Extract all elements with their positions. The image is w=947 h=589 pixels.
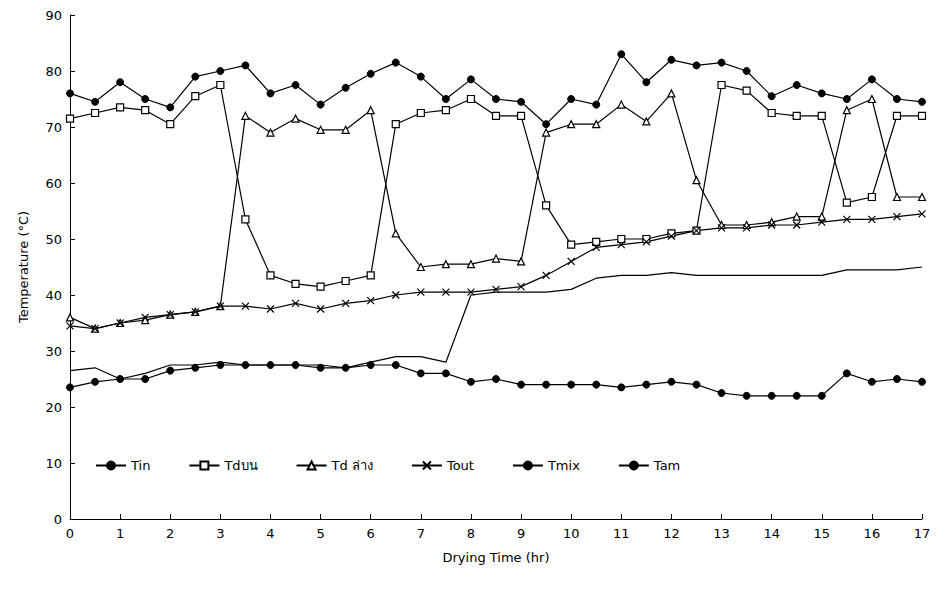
svg-text:Tmix: Tmix — [547, 458, 580, 473]
svg-text:80: 80 — [45, 64, 62, 79]
svg-text:70: 70 — [45, 120, 62, 135]
svg-text:9: 9 — [517, 526, 525, 541]
svg-text:10: 10 — [45, 456, 62, 471]
svg-text:6: 6 — [367, 526, 375, 541]
svg-text:Tam: Tam — [653, 458, 680, 473]
svg-text:11: 11 — [613, 526, 630, 541]
svg-text:12: 12 — [663, 526, 680, 541]
svg-text:20: 20 — [45, 400, 62, 415]
svg-text:40: 40 — [45, 288, 62, 303]
svg-text:50: 50 — [45, 232, 62, 247]
svg-text:Tdบน: Tdบน — [223, 458, 257, 473]
svg-text:Td ล่าง: Td ล่าง — [331, 458, 373, 473]
svg-text:90: 90 — [45, 8, 62, 23]
svg-text:2: 2 — [166, 526, 174, 541]
svg-text:16: 16 — [864, 526, 881, 541]
svg-text:60: 60 — [45, 176, 62, 191]
svg-text:Tout: Tout — [446, 458, 474, 473]
svg-text:3: 3 — [216, 526, 224, 541]
svg-text:Tin: Tin — [130, 458, 150, 473]
svg-text:13: 13 — [713, 526, 730, 541]
svg-text:Drying Time (hr): Drying Time (hr) — [443, 550, 550, 565]
svg-text:8: 8 — [467, 526, 475, 541]
svg-text:0: 0 — [66, 526, 74, 541]
svg-text:4: 4 — [266, 526, 274, 541]
svg-text:17: 17 — [914, 526, 931, 541]
svg-text:0: 0 — [54, 512, 62, 527]
svg-text:5: 5 — [316, 526, 324, 541]
svg-text:1: 1 — [116, 526, 124, 541]
svg-text:Temperature (°C): Temperature (°C) — [16, 211, 31, 324]
svg-text:15: 15 — [813, 526, 830, 541]
svg-text:7: 7 — [417, 526, 425, 541]
svg-text:30: 30 — [45, 344, 62, 359]
svg-text:10: 10 — [563, 526, 580, 541]
svg-text:14: 14 — [763, 526, 780, 541]
